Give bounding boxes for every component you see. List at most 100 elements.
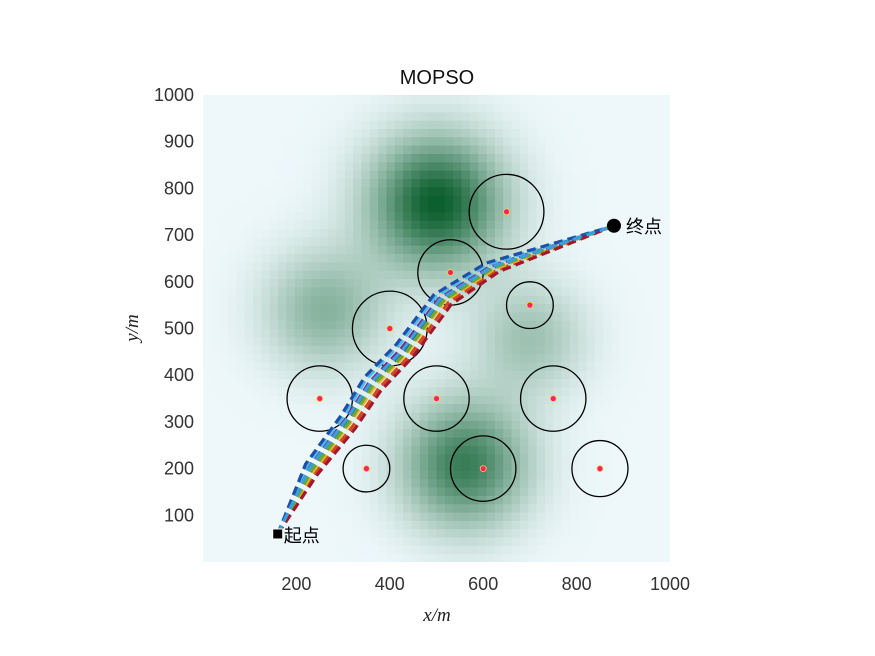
- heatmap-cell: [661, 345, 670, 355]
- heatmap-cell: [594, 328, 604, 338]
- heatmap-cell: [611, 170, 621, 179]
- heatmap-cell: [486, 420, 496, 430]
- heatmap-cell: [569, 536, 579, 546]
- heatmap-cell: [378, 511, 388, 521]
- heatmap-cell: [561, 461, 571, 471]
- heatmap-cell: [536, 503, 546, 513]
- heatmap-cell: [611, 253, 621, 263]
- heatmap-cell: [644, 553, 654, 562]
- heatmap-cell: [661, 153, 670, 163]
- heatmap-cell: [261, 153, 271, 163]
- heatmap-cell: [269, 378, 279, 388]
- heatmap-cell: [519, 478, 529, 488]
- heatmap-cell: [561, 495, 571, 505]
- heatmap-cell: [536, 303, 546, 313]
- heatmap-cell: [486, 378, 496, 388]
- heatmap-cell: [594, 453, 604, 463]
- heatmap-cell: [403, 261, 413, 271]
- heatmap-cell: [494, 361, 504, 371]
- heatmap-cell: [394, 153, 404, 163]
- heatmap-cell: [294, 236, 304, 246]
- heatmap-cell: [511, 228, 521, 238]
- heatmap-cell: [486, 345, 496, 355]
- heatmap-cell: [336, 295, 346, 305]
- heatmap-cell: [411, 378, 421, 388]
- heatmap-cell: [511, 503, 521, 513]
- heatmap-cell: [311, 136, 321, 146]
- heatmap-cell: [253, 428, 262, 438]
- heatmap-cell: [328, 186, 338, 196]
- heatmap-cell: [219, 453, 229, 463]
- heatmap-cell: [211, 261, 221, 271]
- heatmap-cell: [453, 103, 463, 113]
- heatmap-cell: [628, 120, 638, 129]
- heatmap-cell: [203, 478, 212, 488]
- heatmap-cell: [261, 270, 271, 280]
- heatmap-cell: [661, 270, 670, 280]
- heatmap-cell: [544, 478, 554, 488]
- heatmap-cell: [611, 153, 621, 163]
- heatmap-cell: [261, 261, 271, 271]
- heatmap-cell: [628, 403, 638, 413]
- heatmap-cell: [344, 436, 354, 446]
- heatmap-cell: [269, 253, 279, 263]
- heatmap-cell: [269, 470, 279, 480]
- heatmap-cell: [253, 320, 262, 330]
- heatmap-cell: [536, 478, 546, 488]
- heatmap-cell: [269, 503, 279, 513]
- heatmap-cell: [219, 195, 229, 205]
- heatmap-cell: [294, 453, 304, 463]
- heatmap-cell: [294, 511, 304, 521]
- heatmap-cell: [269, 328, 279, 338]
- heatmap-cell: [603, 395, 613, 405]
- heatmap-cell: [644, 520, 654, 530]
- heatmap-cell: [478, 220, 488, 230]
- heatmap-cell: [378, 228, 388, 238]
- heatmap-cell: [219, 236, 229, 246]
- heatmap-cell: [269, 336, 279, 346]
- heatmap-cell: [294, 495, 304, 505]
- heatmap-cell: [578, 361, 588, 371]
- heatmap-cell: [661, 136, 670, 146]
- end-marker: [606, 218, 621, 233]
- heatmap-cell: [361, 120, 371, 129]
- heatmap-cell: [319, 153, 329, 163]
- heatmap-cell: [594, 103, 604, 113]
- heatmap-cell: [403, 145, 413, 154]
- heatmap-cell: [419, 395, 429, 405]
- heatmap-cell: [303, 286, 313, 296]
- heatmap-cell: [486, 203, 496, 213]
- heatmap-cell: [528, 520, 538, 530]
- heatmap-cell: [544, 536, 554, 546]
- heatmap-cell: [319, 211, 329, 221]
- heatmap-cell: [586, 486, 596, 496]
- heatmap-cell: [236, 195, 246, 205]
- heatmap-cell: [253, 536, 262, 546]
- heatmap-cell: [486, 178, 496, 188]
- heatmap-cell: [603, 503, 613, 513]
- heatmap-cell: [444, 411, 454, 421]
- heatmap-cell: [203, 486, 212, 496]
- heatmap-cell: [419, 403, 429, 413]
- heatmap-cell: [378, 153, 388, 163]
- heatmap-cell: [286, 286, 296, 296]
- heatmap-cell: [486, 478, 496, 488]
- heatmap-cell: [411, 128, 421, 138]
- heatmap-cell: [211, 470, 221, 480]
- heatmap-cell: [219, 353, 229, 363]
- heatmap-cell: [653, 195, 663, 205]
- heatmap-cell: [386, 178, 396, 188]
- heatmap-cell: [278, 195, 287, 205]
- heatmap-cell: [419, 545, 429, 555]
- heatmap-cell: [503, 511, 513, 521]
- heatmap-cell: [544, 411, 554, 421]
- heatmap-cell: [294, 528, 304, 538]
- heatmap-cell: [636, 228, 646, 238]
- heatmap-cell: [228, 203, 237, 213]
- heatmap-cell: [469, 145, 479, 154]
- heatmap-cell: [653, 95, 663, 104]
- heatmap-cell: [494, 345, 504, 355]
- heatmap-cell: [286, 336, 296, 346]
- heatmap-cell: [536, 153, 546, 163]
